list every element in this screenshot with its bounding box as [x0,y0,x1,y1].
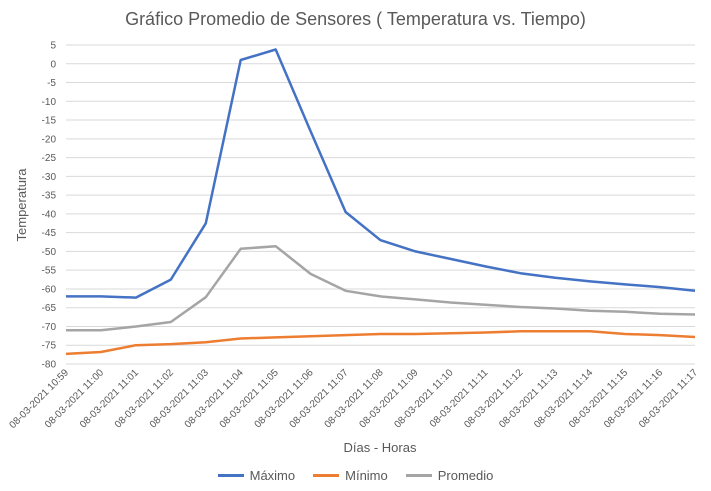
y-tick-label: -25 [42,153,57,164]
y-tick-label: 5 [50,41,56,52]
x-tick-label: 08-03-2021 11:14 [532,367,595,430]
legend-swatch [405,474,432,477]
legend-label: Máximo [249,468,296,483]
y-axis-label: Temperatura [14,168,29,242]
x-tick-label: 08-03-2021 11:01 [78,367,141,430]
y-tick-label: -60 [42,284,57,295]
y-tick-label: -40 [42,209,57,220]
y-tick-label: -20 [42,134,57,145]
legend-label: Mínimo [345,468,388,483]
y-tick-label: -80 [42,360,57,371]
legend-item: Máximo [217,468,296,483]
y-tick-label: -10 [42,97,57,108]
x-tick-label: 08-03-2021 11:15 [567,367,630,430]
x-tick-label: 08-03-2021 11:13 [497,367,560,430]
x-tick-label: 08-03-2021 11:12 [462,367,525,430]
x-tick-label: 08-03-2021 11:05 [218,367,281,430]
legend-swatch [217,474,244,477]
gridlines [66,44,695,365]
x-tick-label: 08-03-2021 11:09 [357,367,420,430]
x-axis-label: Días - Horas [344,440,417,455]
legend-item: Mínimo [313,468,388,483]
series-lines [65,48,696,356]
legend-swatch [313,474,340,477]
series-line-2 [66,244,696,332]
y-tick-label: 0 [50,59,56,70]
series-line-1 [65,330,696,356]
y-tick-label: -30 [42,172,57,183]
x-tick-label: 08-03-2021 11:02 [113,367,176,430]
x-tick-label: 08-03-2021 11:07 [288,367,351,430]
x-tick-label: 08-03-2021 11:03 [148,367,211,430]
chart-title: Gráfico Promedio de Sensores ( Temperatu… [125,9,586,29]
x-tick-label: 08-03-2021 11:16 [602,367,665,430]
x-tick-label: 08-03-2021 11:10 [392,367,455,430]
x-tick-label: 08-03-2021 11:08 [323,367,386,430]
y-tick-labels: 5 0 -5 -10 -15 -20 -25 -30 -35 -40 -45 -50 -55 -60 -65… [42,41,57,371]
y-tick-label: -55 [42,266,57,277]
series-line-0 [66,48,696,299]
y-tick-label: -15 [42,116,57,127]
legend-label: Promedio [437,468,494,483]
y-tick-label: -5 [47,78,56,89]
x-tick-label: 08-03-2021 11:06 [253,367,316,430]
y-tick-label: -65 [42,303,57,314]
y-tick-label: -50 [42,247,57,258]
y-tick-label: -35 [42,191,57,202]
x-tick-label: 08-03-2021 11:00 [43,367,106,430]
y-tick-label: -45 [42,228,57,239]
x-tick-label: 08-03-2021 11:17 [637,367,700,430]
y-tick-label: -70 [42,322,57,333]
legend-item: Promedio [405,468,494,483]
y-tick-label: -75 [42,341,57,352]
legend: Máximo Mínimo Promedio [0,468,711,483]
x-tick-label: 08-03-2021 10:59 [8,367,72,431]
x-tick-label: 08-03-2021 11:04 [183,367,246,430]
